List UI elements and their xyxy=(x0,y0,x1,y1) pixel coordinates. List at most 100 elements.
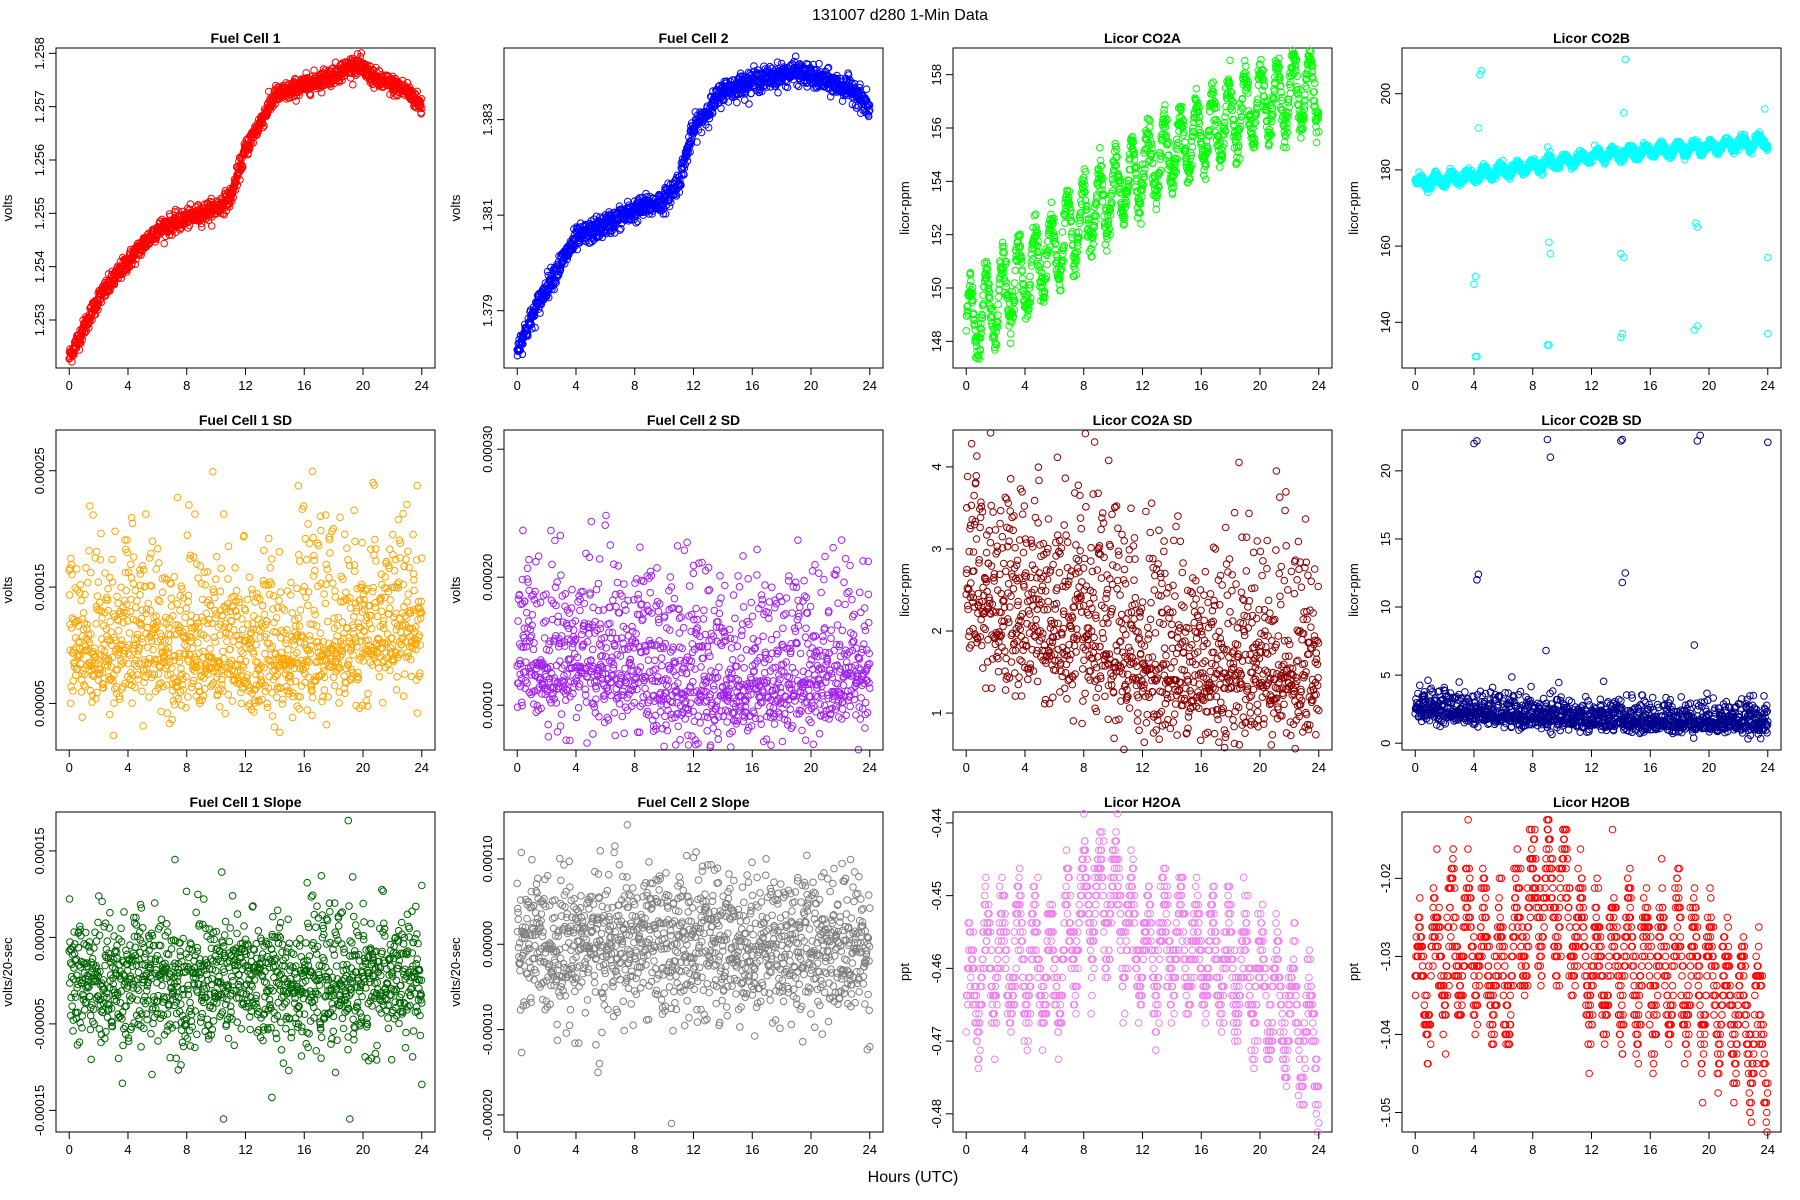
x-tick-label: 24 xyxy=(415,378,429,393)
panel-title: Fuel Cell 1 xyxy=(210,30,280,46)
x-tick-label: 12 xyxy=(686,378,700,393)
data-point xyxy=(967,277,975,285)
data-point xyxy=(1215,163,1224,171)
data-point xyxy=(357,49,366,57)
data-point xyxy=(207,222,216,230)
data-point xyxy=(93,301,102,309)
figure-xlabel: Hours (UTC) xyxy=(868,1169,959,1186)
x-tick-label: 12 xyxy=(1135,378,1149,393)
figure-title: 131007 d280 1-Min Data xyxy=(812,7,988,24)
y-tick-label: 150 xyxy=(929,277,944,299)
panel-title: Licor CO2B xyxy=(1553,30,1630,46)
data-point xyxy=(349,80,357,89)
x-tick-label: 4 xyxy=(572,378,579,393)
y-tick-label: 1.254 xyxy=(32,250,47,283)
data-point xyxy=(1027,262,1036,270)
data-point xyxy=(1161,101,1169,109)
x-tick-label: 12 xyxy=(238,378,252,393)
data-point xyxy=(1297,134,1305,142)
y-tick-label: 158 xyxy=(929,64,944,86)
panel-1: Fuel Cell 10 4 8 12 16 20 241.2531.2541.2551.2… xyxy=(0,30,436,393)
x-tick-label: 16 xyxy=(1194,378,1208,393)
data-point xyxy=(310,66,318,74)
data-point xyxy=(1060,219,1069,227)
data-point xyxy=(1031,210,1040,219)
panel-title: Licor CO2A xyxy=(1104,30,1181,46)
panels: Fuel Cell 10 4 8 12 16 20 241.2531.2541.2551.2… xyxy=(0,30,1782,1157)
data-point xyxy=(994,300,1003,309)
x-tick-label: 8 xyxy=(183,378,190,393)
data-point xyxy=(1030,211,1039,220)
data-point xyxy=(1173,145,1182,154)
data-point xyxy=(106,285,115,293)
data-points xyxy=(1411,55,1772,361)
data-point xyxy=(1098,198,1107,206)
y-tick-label: 1.256 xyxy=(32,144,47,177)
data-point xyxy=(137,251,145,259)
data-point xyxy=(160,239,168,248)
data-point xyxy=(1058,228,1067,236)
data-point xyxy=(994,293,1003,301)
data-point xyxy=(1096,144,1104,152)
data-point xyxy=(1010,279,1019,287)
y-tick-label: 1.253 xyxy=(32,304,47,337)
y-tick-label: 1.379 xyxy=(480,294,495,327)
data-point xyxy=(88,316,96,324)
x-tick-label: 4 xyxy=(1021,378,1028,393)
data-point xyxy=(1137,220,1145,228)
data-point xyxy=(77,339,85,347)
data-point xyxy=(131,260,140,269)
data-point xyxy=(1006,330,1015,338)
y-tick-label: 152 xyxy=(929,224,944,246)
data-point xyxy=(1006,339,1015,348)
data-point xyxy=(1026,272,1034,281)
plot-frame xyxy=(55,47,436,369)
x-tick-label: 20 xyxy=(1253,378,1267,393)
data-point xyxy=(1228,106,1236,114)
data-point xyxy=(773,58,782,67)
x-tick-label: 4 xyxy=(124,378,131,393)
data-point xyxy=(733,98,741,107)
x-tick-label: 0 xyxy=(963,378,970,393)
data-point xyxy=(1310,79,1319,88)
data-point xyxy=(745,100,753,108)
data-point xyxy=(97,298,106,307)
data-point xyxy=(1201,175,1210,184)
data-point xyxy=(1303,84,1311,93)
data-points xyxy=(65,49,426,366)
x-tick-label: 24 xyxy=(1312,378,1326,393)
data-point xyxy=(86,318,94,326)
x-tick-label: 0 xyxy=(66,378,73,393)
data-point xyxy=(117,274,126,282)
y-tick-label: 1.383 xyxy=(480,103,495,136)
y-tick-label: 1.381 xyxy=(480,199,495,232)
x-tick-label: 16 xyxy=(297,378,311,393)
plot-frame xyxy=(503,47,884,369)
y-tick-label: 1.258 xyxy=(32,37,47,70)
data-point xyxy=(717,104,725,113)
x-tick-label: 20 xyxy=(804,378,818,393)
data-point xyxy=(1047,198,1056,207)
x-tick-label: 24 xyxy=(863,378,877,393)
y-axis-label: licor-ppm xyxy=(897,181,912,234)
data-point xyxy=(1226,56,1234,65)
x-tick-label: 8 xyxy=(631,378,638,393)
panel-title: Fuel Cell 2 xyxy=(658,30,728,46)
y-axis-label: volts xyxy=(448,194,463,221)
data-point xyxy=(962,327,971,335)
y-tick-label: 1.257 xyxy=(32,90,47,123)
data-point xyxy=(1192,84,1201,93)
data-point xyxy=(862,85,871,93)
data-point xyxy=(1011,266,1019,275)
x-tick-label: 8 xyxy=(1080,378,1087,393)
data-point xyxy=(1043,260,1051,269)
panel-2: Fuel Cell 20 4 8 12 16 20 241.3791.3811.383vol… xyxy=(448,30,884,393)
data-points xyxy=(962,46,1323,363)
y-axis-label: volts xyxy=(0,194,15,221)
data-point xyxy=(1145,123,1154,131)
data-point xyxy=(1103,247,1111,255)
x-tick-label: 0 xyxy=(514,378,521,393)
